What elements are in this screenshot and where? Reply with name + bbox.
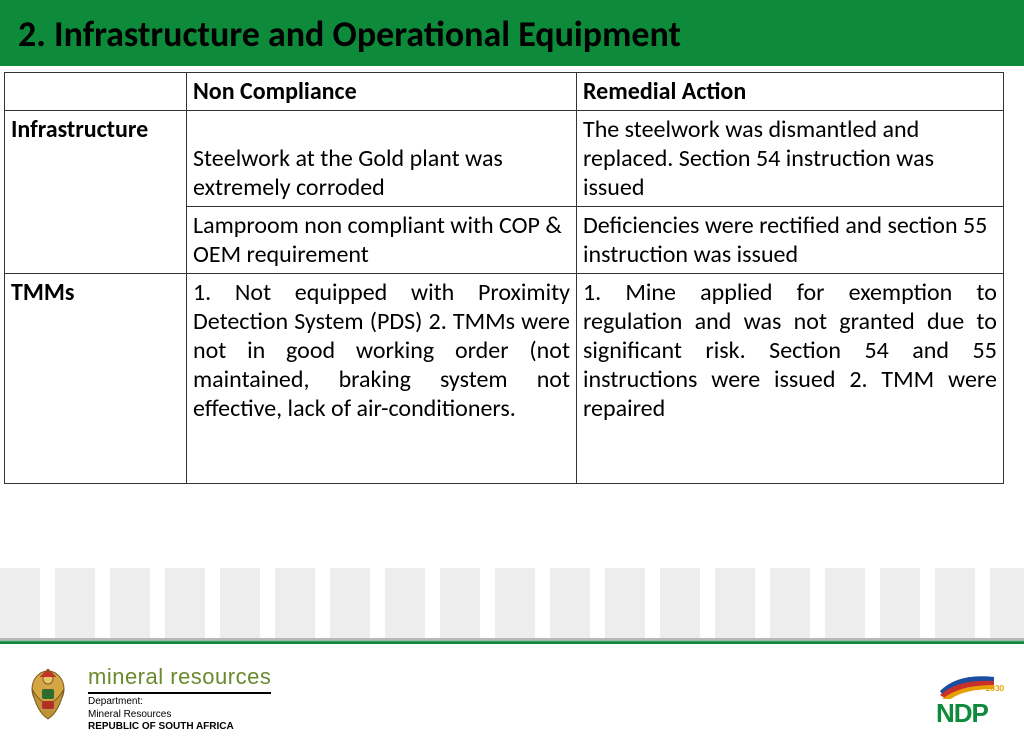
department-title: mineral resources	[88, 664, 271, 690]
cell-noncompliance: Lamproom non compliant with COP & OEM re…	[187, 207, 577, 274]
col-header-noncompliance: Non Compliance	[187, 73, 577, 111]
header-bar: 2. Infrastructure and Operational Equipm…	[0, 0, 1024, 66]
department-details: Department: Mineral Resources REPUBLIC O…	[88, 692, 271, 734]
footer: mineral resources Department: Mineral Re…	[0, 649, 1024, 749]
footer-left: mineral resources Department: Mineral Re…	[20, 664, 271, 734]
table-row: Infrastructure Steelwork at the Gold pla…	[5, 111, 1004, 207]
table-row: TMMs 1. Not equipped with Proximity Dete…	[5, 274, 1004, 484]
cell-category: TMMs	[5, 274, 187, 484]
cell-remedial: 1. Mine applied for exemption to regulat…	[577, 274, 1004, 484]
silhouette-decoration	[0, 568, 1024, 638]
col-header-remedial: Remedial Action	[577, 73, 1004, 111]
compliance-table: Non Compliance Remedial Action Infrastru…	[4, 72, 1004, 484]
content-area: Non Compliance Remedial Action Infrastru…	[0, 66, 1024, 484]
page-title: 2. Infrastructure and Operational Equipm…	[18, 12, 1006, 56]
cell-remedial: The steelwork was dismantled and replace…	[577, 111, 1004, 207]
cell-remedial: Deficiencies were rectified and section …	[577, 207, 1004, 274]
dept-line: Department:	[88, 696, 271, 709]
col-header-empty	[5, 73, 187, 111]
cell-category: Infrastructure	[5, 111, 187, 274]
cell-noncompliance: 1. Not equipped with Proximity Detection…	[187, 274, 577, 484]
department-block: mineral resources Department: Mineral Re…	[88, 664, 271, 734]
table-header-row: Non Compliance Remedial Action	[5, 73, 1004, 111]
dept-line: Mineral Resources	[88, 709, 271, 722]
dept-line: REPUBLIC OF SOUTH AFRICA	[88, 721, 271, 734]
ndp-year: 2030	[986, 683, 1004, 694]
footer-divider	[0, 638, 1024, 644]
cell-noncompliance: Steelwork at the Gold plant was extremel…	[187, 111, 577, 207]
ndp-logo: 2030 NDP	[932, 669, 1004, 729]
coat-of-arms-icon	[20, 667, 76, 731]
ndp-text: NDP	[936, 698, 988, 729]
